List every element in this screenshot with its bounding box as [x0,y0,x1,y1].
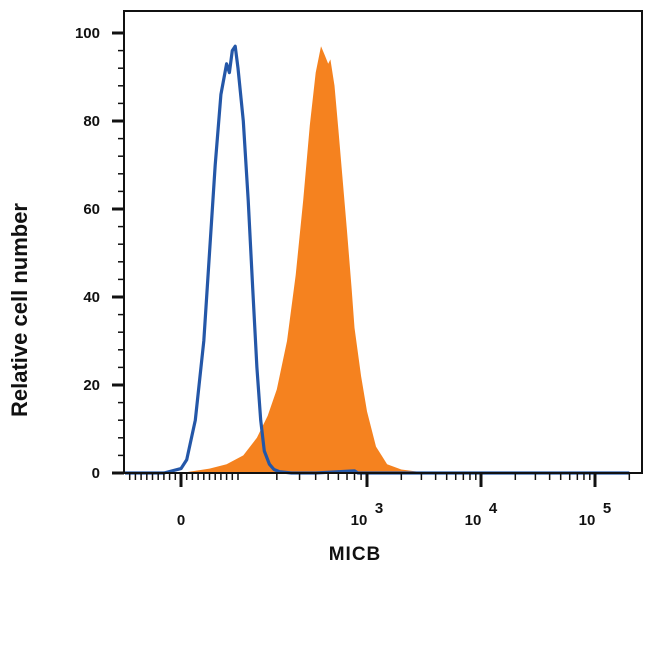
y-tick-label: 20 [83,377,100,394]
y-tick-label: 60 [83,201,100,218]
y-tick-label: 80 [83,113,100,130]
x-tick-label: 10 [579,512,596,529]
x-tick-label: 10 [465,512,482,529]
y-axis-title: Relative cell number [7,203,32,417]
axis-layer: 0 20 40 60 80 100 0 10 3 10 4 10 5 [75,25,631,529]
y-tick-label: 0 [92,465,100,482]
x-tick-exponent: 5 [603,500,611,517]
histogram-line-series [125,44,630,475]
x-tick-label: 0 [177,512,185,529]
x-tick-label: 10 [351,512,368,529]
plot-frame [123,10,643,474]
x-axis-title: MICB [329,544,382,565]
y-tick-label: 40 [83,289,100,306]
y-tick-label: 100 [75,25,100,42]
x-tick-exponent: 4 [489,500,498,517]
series-layer [125,44,630,475]
x-tick-exponent: 3 [375,500,383,517]
histogram-filled-series [125,46,630,473]
